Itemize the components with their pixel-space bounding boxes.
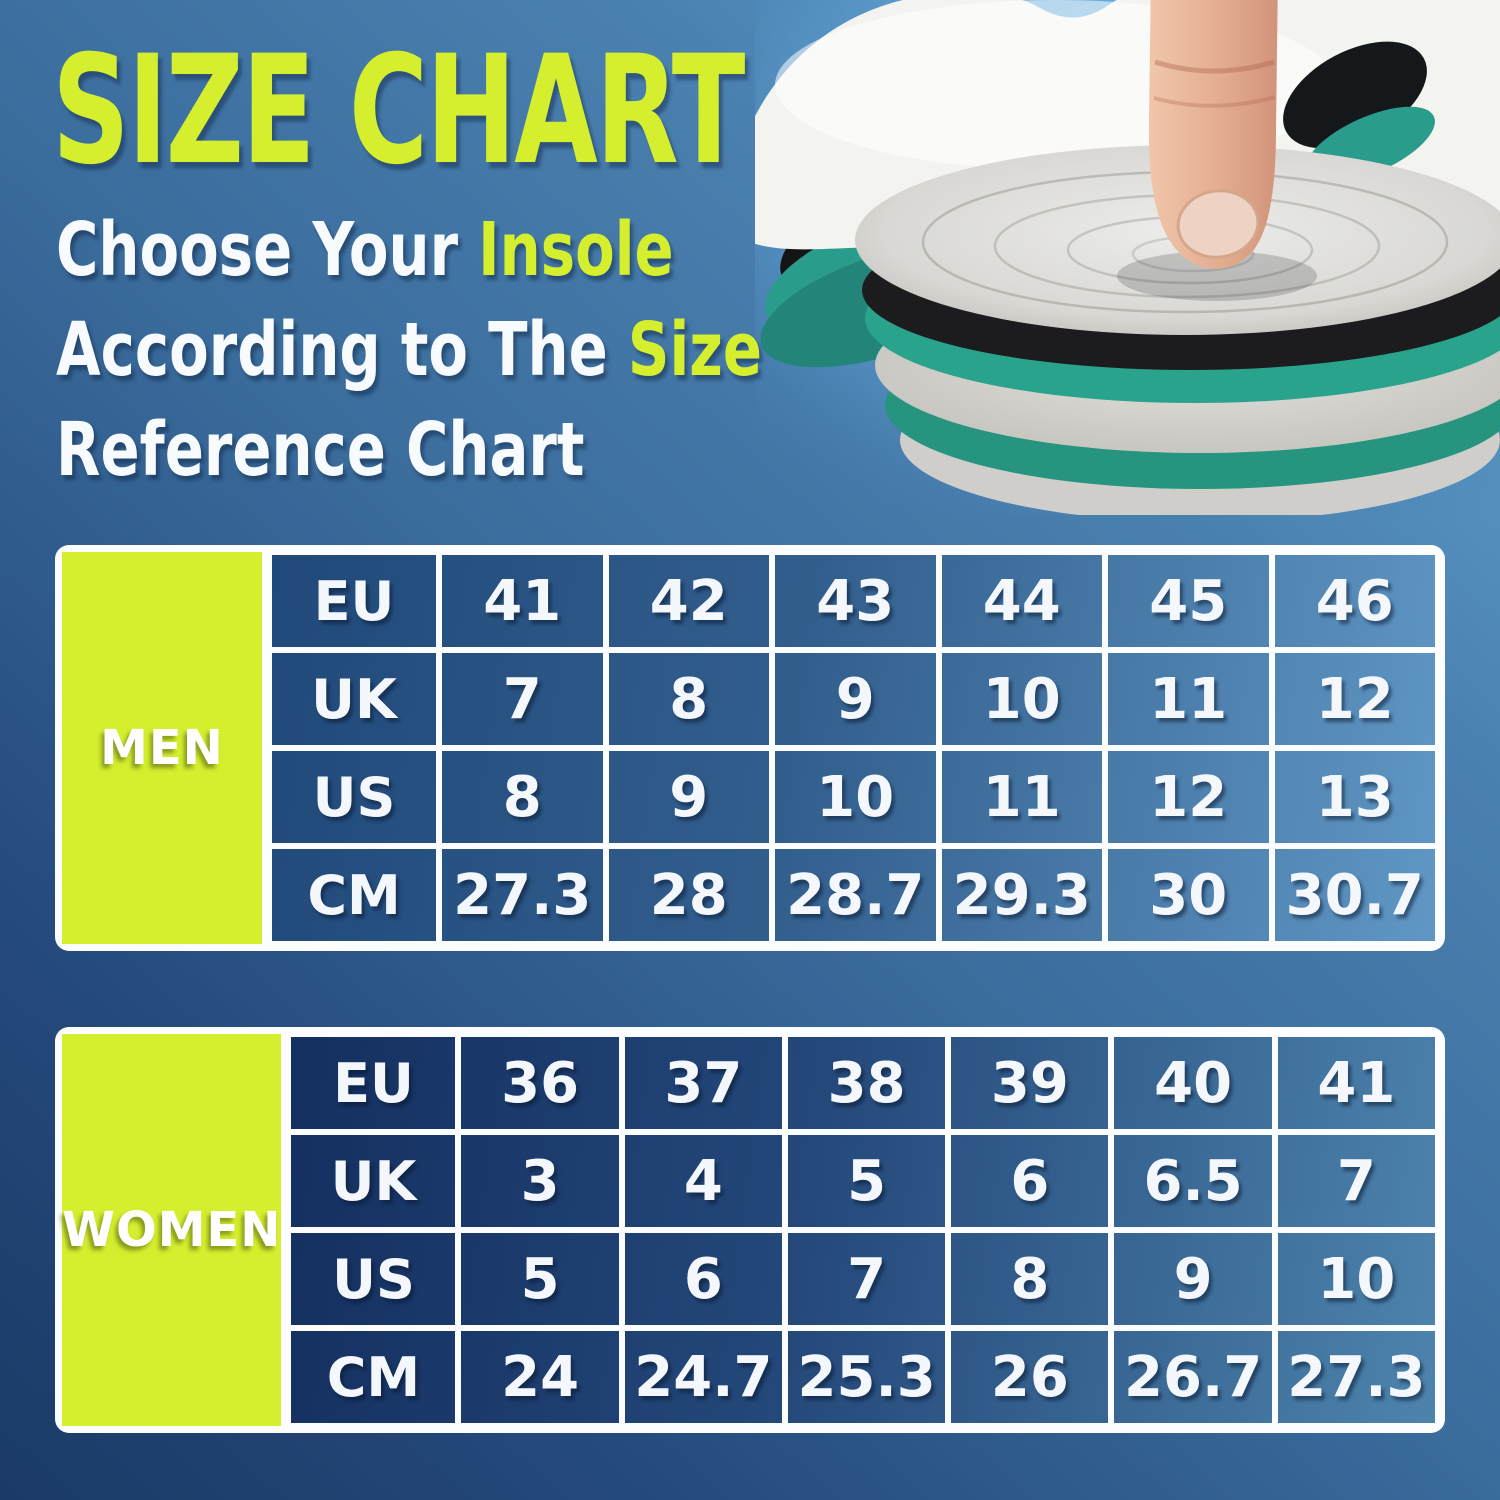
women-group-label: WOMEN: [62, 1034, 282, 1426]
size-value-cell: 43: [772, 552, 939, 650]
size-value-cell: 42: [605, 552, 772, 650]
men-group-label: MEN: [62, 552, 262, 944]
size-value-cell: 26.7: [1111, 1328, 1275, 1426]
women-size-table: WOMEN EU 36 37 38 39 40 41 UK 3 4 5 6 6.5 7 US 5 6 7 8 9 10 C…: [55, 1027, 1445, 1433]
size-value-cell: 7: [439, 650, 606, 748]
size-value-cell: 6: [948, 1132, 1112, 1230]
size-value-cell: 6.5: [1111, 1132, 1275, 1230]
size-value-cell: 36: [458, 1034, 622, 1132]
subtitle-text: Choose Your: [56, 207, 479, 293]
men-size-grid: EU 41 42 43 44 45 46 UK 7 8 9 10 11 12 US 8 9 10 11 12 13 CM 2…: [269, 552, 1438, 944]
row-header-us: US: [269, 748, 439, 846]
size-value-cell: 30.7: [1271, 846, 1438, 944]
row-header-eu: EU: [269, 552, 439, 650]
subtitle-line-3: Reference Chart: [56, 400, 762, 500]
size-value-cell: 24: [458, 1328, 622, 1426]
size-value-cell: 41: [439, 552, 606, 650]
size-value-cell: 9: [605, 748, 772, 846]
page-subtitle: Choose Your Insole According to The Size…: [56, 200, 762, 500]
size-value-cell: 3: [458, 1132, 622, 1230]
size-value-cell: 5: [458, 1230, 622, 1328]
subtitle-line-2: According to The Size: [56, 300, 762, 400]
pressing-finger: [1117, 0, 1317, 301]
size-value-cell: 5: [784, 1132, 949, 1230]
men-size-table: MEN EU 41 42 43 44 45 46 UK 7 8 9 10 11 12 US 8 9 10 11 12 1…: [55, 545, 1445, 951]
size-value-cell: 11: [1105, 650, 1272, 748]
size-value-cell: 27.3: [439, 846, 606, 944]
subtitle-line-1: Choose Your Insole: [56, 200, 762, 300]
size-value-cell: 39: [948, 1034, 1112, 1132]
size-value-cell: 45: [1105, 552, 1272, 650]
women-size-grid: EU 36 37 38 39 40 41 UK 3 4 5 6 6.5 7 US 5 6 7 8 9 10 CM 24 24.…: [288, 1034, 1438, 1426]
size-value-cell: 9: [1111, 1230, 1275, 1328]
size-value-cell: 24.7: [621, 1328, 785, 1426]
size-value-cell: 41: [1274, 1034, 1438, 1132]
row-header-cm: CM: [269, 846, 439, 944]
size-value-cell: 10: [772, 748, 939, 846]
size-value-cell: 7: [1274, 1132, 1438, 1230]
size-value-cell: 40: [1111, 1034, 1275, 1132]
fingernail: [1176, 189, 1260, 259]
size-value-cell: 26: [948, 1328, 1112, 1426]
size-value-cell: 28.7: [772, 846, 939, 944]
size-value-cell: 27.3: [1274, 1328, 1438, 1426]
size-value-cell: 44: [938, 552, 1105, 650]
size-value-cell: 8: [948, 1230, 1112, 1328]
size-value-cell: 8: [439, 748, 606, 846]
subtitle-accent-insole: Insole: [478, 207, 674, 293]
row-header-uk: UK: [269, 650, 439, 748]
size-value-cell: 7: [784, 1230, 949, 1328]
size-value-cell: 12: [1271, 650, 1438, 748]
row-header-eu: EU: [288, 1034, 459, 1132]
page-title: SIZE CHART: [52, 24, 745, 198]
subtitle-text: Reference Chart: [56, 407, 585, 493]
size-value-cell: 10: [938, 650, 1105, 748]
row-header-cm: CM: [288, 1328, 459, 1426]
size-value-cell: 28: [605, 846, 772, 944]
size-value-cell: 4: [621, 1132, 785, 1230]
size-value-cell: 11: [938, 748, 1105, 846]
subtitle-text: According to The: [56, 307, 628, 393]
size-value-cell: 9: [772, 650, 939, 748]
finger-pressing-stacked-insoles-photo: [755, 0, 1500, 515]
size-value-cell: 29.3: [938, 846, 1105, 944]
size-value-cell: 12: [1105, 748, 1272, 846]
row-header-us: US: [288, 1230, 459, 1328]
size-value-cell: 8: [605, 650, 772, 748]
size-value-cell: 30: [1105, 846, 1272, 944]
size-value-cell: 46: [1271, 552, 1438, 650]
size-value-cell: 13: [1271, 748, 1438, 846]
subtitle-accent-size: Size: [627, 307, 762, 393]
size-value-cell: 38: [784, 1034, 949, 1132]
row-header-uk: UK: [288, 1132, 459, 1230]
size-value-cell: 37: [621, 1034, 785, 1132]
size-value-cell: 10: [1274, 1230, 1438, 1328]
size-value-cell: 25.3: [784, 1328, 949, 1426]
size-value-cell: 6: [621, 1230, 785, 1328]
